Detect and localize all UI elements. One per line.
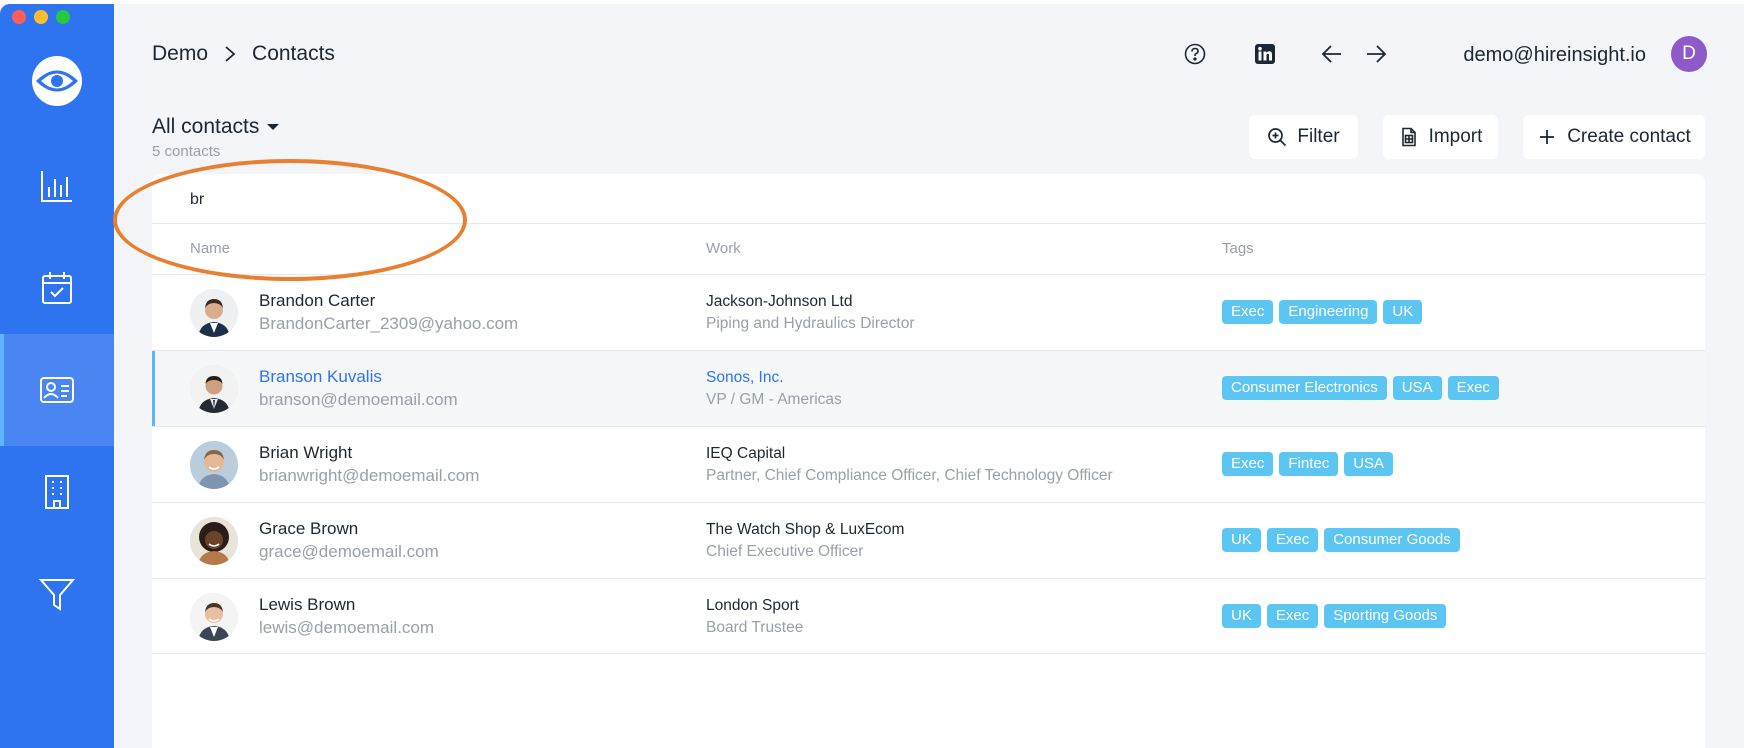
search-bar — [152, 174, 1705, 224]
caret-down-icon — [267, 124, 280, 130]
breadcrumb: Demo Contacts — [152, 42, 335, 66]
contact-name[interactable]: Branson Kuvalis — [259, 367, 382, 386]
contact-role: Chief Executive Officer — [706, 543, 864, 560]
tag[interactable]: Consumer Goods — [1324, 528, 1460, 552]
column-header-tags[interactable]: Tags — [1222, 240, 1254, 257]
avatar-letter: D — [1682, 43, 1696, 64]
sidebar — [0, 4, 114, 748]
contact-email: branson@demoemail.com — [259, 390, 458, 409]
contact-email: BrandonCarter_2309@yahoo.com — [259, 314, 519, 333]
contact-role: Partner, Chief Compliance Officer, Chief… — [706, 467, 1113, 484]
filter-button[interactable]: Filter — [1249, 115, 1358, 159]
contact-company[interactable]: IEQ Capital — [706, 445, 786, 462]
eye-icon[interactable] — [30, 54, 84, 108]
tag-list: Exec Engineering UK — [1222, 300, 1423, 324]
table-row[interactable]: Brian Wright brianwright@demoemail.com I… — [152, 426, 1705, 502]
import-label: Import — [1428, 126, 1483, 147]
contact-name[interactable]: Grace Brown — [259, 519, 359, 538]
bar-chart-icon — [41, 171, 72, 202]
import-button[interactable]: Import — [1383, 115, 1498, 159]
tag[interactable]: Exec — [1222, 300, 1274, 324]
search-input[interactable] — [190, 186, 790, 214]
create-contact-button[interactable]: Create contact — [1523, 115, 1705, 159]
tag[interactable]: Exec — [1447, 376, 1499, 400]
contact-name[interactable]: Brandon Carter — [259, 291, 376, 310]
tag[interactable]: Fintec — [1279, 452, 1339, 476]
tag[interactable]: Consumer Electronics — [1222, 376, 1387, 400]
breadcrumb-contacts: Contacts — [252, 42, 335, 65]
user-email[interactable]: demo@hireinsight.io — [1463, 44, 1646, 66]
table-row[interactable]: Grace Brown grace@demoemail.com The Watc… — [152, 502, 1705, 578]
tag[interactable]: UK — [1222, 604, 1261, 628]
back-arrow-icon[interactable] — [1320, 42, 1344, 66]
view-selector[interactable]: All contacts — [152, 115, 280, 139]
calendar-check-icon — [42, 272, 72, 304]
contact-company[interactable]: Sonos, Inc. — [706, 369, 784, 386]
view-title: All contacts — [152, 115, 260, 138]
contact-photo — [190, 289, 238, 337]
plus-icon — [1540, 130, 1555, 144]
contact-email: grace@demoemail.com — [259, 542, 439, 561]
tag[interactable]: Exec — [1222, 452, 1274, 476]
contact-company[interactable]: Jackson-Johnson Ltd — [706, 293, 853, 310]
contact-role: Board Trustee — [706, 619, 804, 636]
contact-photo — [190, 365, 238, 413]
contact-role: VP / GM - Americas — [706, 391, 842, 408]
tag-list: UK Exec Consumer Goods — [1222, 528, 1460, 552]
avatar[interactable]: D — [1671, 36, 1707, 72]
contact-photo — [190, 593, 238, 641]
chevron-right-icon — [224, 45, 236, 63]
table-row[interactable]: Brandon Carter BrandonCarter_2309@yahoo.… — [152, 274, 1705, 350]
tag[interactable]: USA — [1392, 376, 1442, 400]
tag-list: Exec Fintec USA — [1222, 452, 1394, 476]
tag[interactable]: UK — [1222, 528, 1261, 552]
contact-photo — [190, 441, 238, 489]
tag[interactable]: Exec — [1266, 604, 1319, 628]
spreadsheet-file-icon — [1401, 127, 1416, 147]
tag[interactable]: UK — [1383, 300, 1423, 324]
tag[interactable]: USA — [1344, 452, 1394, 476]
tag[interactable]: Exec — [1266, 528, 1319, 552]
contact-email: lewis@demoemail.com — [259, 618, 435, 637]
filter-label: Filter — [1297, 126, 1340, 147]
zoom-plus-icon — [1268, 128, 1287, 147]
contacts-table-card: Name Work Tags Brandon Carter BrandonCar… — [152, 174, 1705, 748]
sidebar-item-tasks[interactable] — [0, 232, 114, 344]
minimize-window-button[interactable] — [34, 10, 48, 24]
contacts-list: Brandon Carter BrandonCarter_2309@yahoo.… — [152, 274, 1705, 654]
contact-name[interactable]: Lewis Brown — [259, 595, 356, 614]
linkedin-icon[interactable] — [1253, 42, 1277, 66]
sidebar-item-contacts[interactable] — [0, 334, 114, 446]
sidebar-item-companies[interactable] — [0, 436, 114, 548]
breadcrumb-demo[interactable]: Demo — [152, 42, 209, 65]
tag-list: UK Exec Sporting Goods — [1222, 604, 1447, 628]
help-icon[interactable] — [1183, 42, 1207, 66]
contact-company[interactable]: The Watch Shop & LuxEcom — [706, 521, 905, 538]
column-header-work[interactable]: Work — [706, 240, 741, 257]
app-window: Demo Contacts demo@hireinsight.io D All … — [0, 4, 1744, 748]
contact-card-icon — [40, 377, 74, 403]
column-header-name[interactable]: Name — [190, 240, 231, 257]
forward-arrow-icon[interactable] — [1364, 42, 1388, 66]
sidebar-item-pipeline[interactable] — [0, 538, 114, 650]
table-row[interactable]: Branson Kuvalis branson@demoemail.com So… — [152, 350, 1705, 426]
contact-photo — [190, 517, 238, 565]
tag[interactable]: Engineering — [1279, 300, 1378, 324]
funnel-icon — [38, 579, 76, 611]
contact-company[interactable]: London Sport — [706, 597, 800, 614]
table-row[interactable]: Lewis Brown lewis@demoemail.com London S… — [152, 578, 1705, 654]
contact-email: brianwright@demoemail.com — [259, 466, 480, 485]
sidebar-item-analytics[interactable] — [0, 130, 114, 242]
tag-list: Consumer Electronics USA Exec — [1222, 376, 1499, 400]
close-window-button[interactable] — [12, 10, 26, 24]
contact-count: 5 contacts — [152, 143, 221, 160]
building-icon — [45, 475, 69, 509]
contact-name[interactable]: Brian Wright — [259, 443, 353, 462]
tag[interactable]: Sporting Goods — [1324, 604, 1447, 628]
create-contact-label: Create contact — [1567, 126, 1691, 147]
contact-role: Piping and Hydraulics Director — [706, 315, 915, 332]
maximize-window-button[interactable] — [56, 10, 70, 24]
window-controls — [12, 10, 70, 24]
